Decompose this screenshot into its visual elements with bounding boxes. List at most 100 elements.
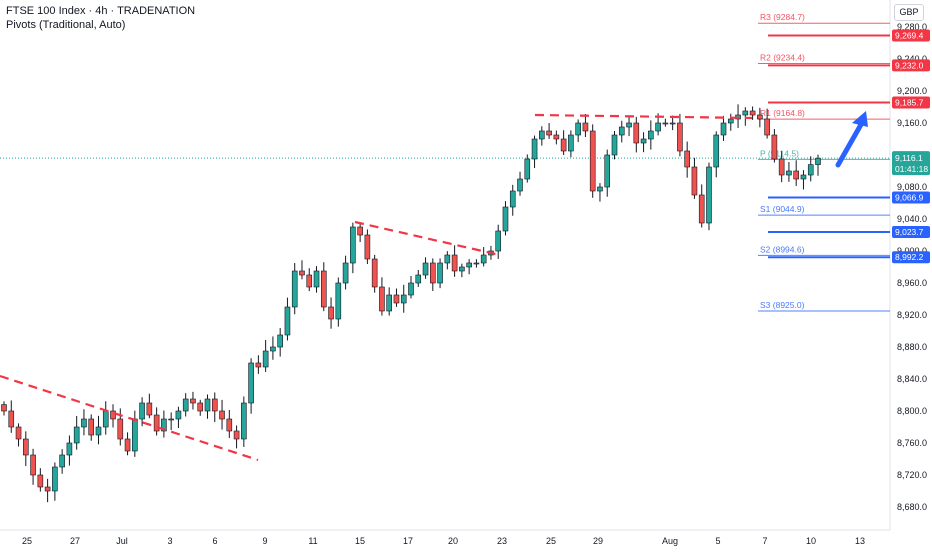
resistance-trendline[interactable] <box>534 113 753 120</box>
candle-body <box>197 402 204 412</box>
level-price-label: 9,232.0 <box>895 60 924 70</box>
price-tick-label: 9,280.0 <box>897 22 927 32</box>
time-tick-label: 23 <box>497 536 507 546</box>
candle-body <box>15 426 22 440</box>
candle-body <box>255 362 262 368</box>
candle-body <box>800 174 807 180</box>
candle-body <box>1 404 7 412</box>
trendline-upper-channel[interactable] <box>354 220 501 257</box>
projection-arrow-shaft[interactable] <box>835 118 866 168</box>
candle-body <box>299 270 305 276</box>
candle-body <box>59 454 65 468</box>
time-tick-label: 20 <box>448 536 458 546</box>
candle-body <box>110 410 116 420</box>
candle-body <box>284 306 291 336</box>
candle-body <box>546 130 552 136</box>
level-price-box <box>892 191 930 204</box>
candle-body <box>241 402 247 440</box>
pivot-label: R3 (9284.7) <box>760 12 805 22</box>
candle-body <box>786 170 792 176</box>
pivot-label: P (9114.5) <box>760 148 799 158</box>
candle-body <box>182 398 189 412</box>
candle-body <box>437 262 443 284</box>
time-tick-label: 7 <box>762 536 767 546</box>
candle-body <box>262 350 269 368</box>
candle-body <box>8 410 15 428</box>
candle-body <box>342 262 349 284</box>
candle-body <box>684 150 690 168</box>
candle-body <box>626 122 632 128</box>
candle-body <box>459 266 465 272</box>
time-tick-label: 10 <box>806 536 816 546</box>
level-price-box <box>892 96 930 109</box>
trendline-lower-channel[interactable] <box>0 374 259 462</box>
level-price-label: 9,185.7 <box>895 97 924 107</box>
candle-body <box>575 122 581 136</box>
time-tick-label: 15 <box>355 536 365 546</box>
pivot-label: S1 (9044.9) <box>760 204 805 214</box>
candle-body <box>211 398 218 412</box>
currency-button[interactable]: GBP <box>894 4 924 21</box>
candle-body <box>582 122 589 132</box>
candle-body <box>444 254 451 264</box>
candle-body <box>539 130 545 140</box>
candle-body <box>73 426 80 444</box>
time-tick-label: Aug <box>662 536 678 546</box>
candle-body <box>611 134 618 156</box>
price-tick-label: 8,920.0 <box>897 310 927 320</box>
time-tick-label: 17 <box>403 536 413 546</box>
candle-body <box>430 262 436 284</box>
current-price-box <box>892 151 930 176</box>
pivot-label: R1 (9164.8) <box>760 108 805 118</box>
candle-body <box>669 122 676 125</box>
candle-body <box>364 234 371 260</box>
candle-body <box>357 226 363 236</box>
candle-body <box>161 418 167 432</box>
candle-body <box>124 438 131 452</box>
countdown-label: 01:41:18 <box>895 164 928 174</box>
candle-body <box>400 294 407 304</box>
price-tick-label: 8,880.0 <box>897 342 927 352</box>
candle-body <box>204 398 211 412</box>
candle-body <box>495 230 502 252</box>
level-price-label: 8,992.2 <box>895 252 924 262</box>
candle-body <box>233 430 240 440</box>
candle-body <box>415 274 422 284</box>
candle-body <box>393 294 400 304</box>
pivot-label: S2 (8994.6) <box>760 244 805 254</box>
candle-body <box>95 426 102 436</box>
pivot-label: S3 (8925.0) <box>760 300 805 310</box>
candle-body <box>473 262 480 265</box>
projection-arrow-head <box>852 111 868 127</box>
candle-body <box>139 402 145 420</box>
level-price-box <box>892 59 930 72</box>
candle-body <box>727 118 734 124</box>
candle-body <box>270 346 276 352</box>
candle-body <box>597 186 603 192</box>
time-tick-label: 9 <box>262 536 267 546</box>
price-tick-label: 8,760.0 <box>897 438 927 448</box>
level-price-label: 9,023.7 <box>895 227 924 237</box>
pivot-label: R2 (9234.4) <box>760 52 805 62</box>
candle-body <box>277 334 283 348</box>
candle-body <box>44 486 51 492</box>
candle-body <box>524 158 531 180</box>
candle-body <box>531 138 538 160</box>
candle-body <box>248 362 254 404</box>
candle-body <box>219 410 225 420</box>
candle-body <box>793 170 799 180</box>
candle-body <box>81 418 87 428</box>
candle-body <box>306 274 313 288</box>
candle-body <box>408 282 414 296</box>
time-tick-label: Jul <box>116 536 128 546</box>
candle-body <box>66 442 73 456</box>
price-tick-label: 9,240.0 <box>897 54 927 64</box>
candle-body <box>328 306 334 320</box>
candle-body <box>37 474 44 488</box>
time-tick-label: 27 <box>70 536 80 546</box>
indicator-label[interactable]: Pivots (Traditional, Auto) <box>6 19 126 31</box>
candle-body <box>52 466 58 492</box>
candle-body <box>568 134 574 152</box>
